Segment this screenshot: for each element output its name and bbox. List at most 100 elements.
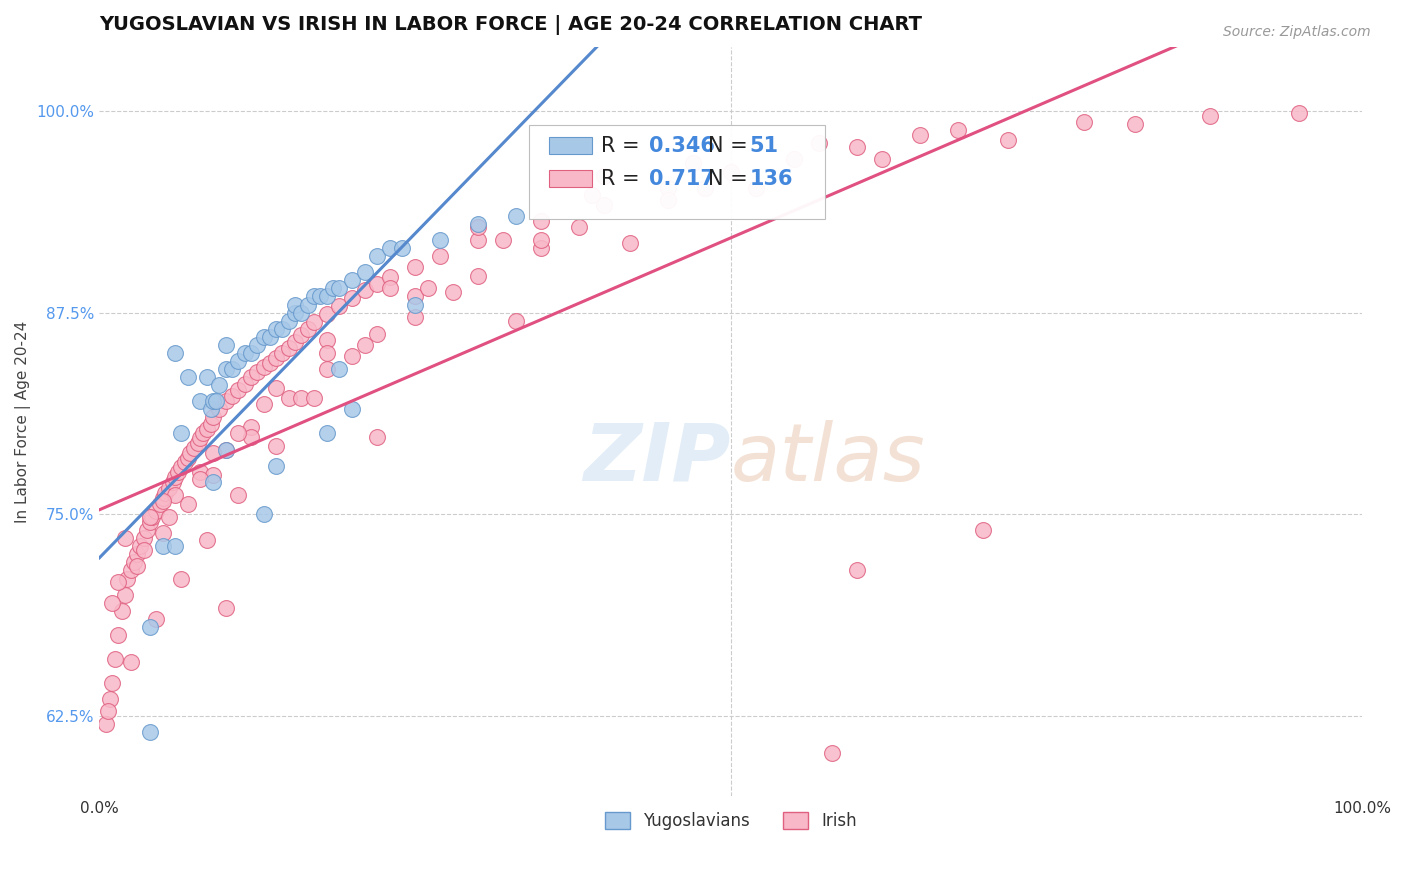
Point — [340, 349, 363, 363]
Point — [226, 383, 249, 397]
Point — [101, 596, 124, 610]
Point — [315, 426, 337, 441]
Point — [127, 558, 149, 573]
Point — [391, 241, 413, 255]
Y-axis label: In Labor Force | Age 20-24: In Labor Force | Age 20-24 — [15, 320, 31, 523]
Point — [233, 346, 256, 360]
Point — [1288, 105, 1310, 120]
Point — [101, 676, 124, 690]
Text: R =: R = — [600, 169, 645, 188]
Point — [114, 822, 136, 836]
Point — [139, 620, 162, 634]
Point — [720, 165, 742, 179]
Point — [246, 365, 269, 379]
Point — [179, 446, 201, 460]
Point — [467, 268, 489, 283]
Point — [239, 430, 262, 444]
Point — [290, 391, 312, 405]
Point — [215, 442, 238, 457]
Point — [271, 322, 294, 336]
Point — [177, 497, 200, 511]
Point — [404, 289, 426, 303]
Point — [340, 273, 363, 287]
Point — [157, 510, 180, 524]
Point — [505, 209, 527, 223]
Point — [195, 422, 218, 436]
Point — [132, 542, 155, 557]
Point — [152, 539, 174, 553]
Point — [170, 572, 193, 586]
Point — [107, 574, 129, 589]
Text: Source: ZipAtlas.com: Source: ZipAtlas.com — [1223, 25, 1371, 39]
Point — [264, 351, 287, 365]
Text: atlas: atlas — [731, 420, 925, 498]
Point — [190, 394, 212, 409]
Point — [328, 299, 350, 313]
Point — [252, 507, 274, 521]
Point — [190, 431, 212, 445]
Point — [252, 360, 274, 375]
Point — [846, 139, 869, 153]
Point — [972, 523, 994, 537]
Point — [264, 381, 287, 395]
Point — [202, 468, 225, 483]
Point — [467, 217, 489, 231]
Point — [114, 531, 136, 545]
Point — [152, 491, 174, 505]
Point — [378, 270, 401, 285]
Point — [297, 297, 319, 311]
Point — [581, 188, 603, 202]
Text: YUGOSLAVIAN VS IRISH IN LABOR FORCE | AGE 20-24 CORRELATION CHART: YUGOSLAVIAN VS IRISH IN LABOR FORCE | AG… — [100, 15, 922, 35]
Point — [290, 328, 312, 343]
Legend: Yugoslavians, Irish: Yugoslavians, Irish — [598, 805, 863, 837]
Point — [141, 510, 163, 524]
Point — [200, 417, 222, 431]
Point — [162, 475, 184, 489]
Point — [366, 430, 388, 444]
Point — [997, 133, 1019, 147]
Point — [174, 455, 197, 469]
Point — [429, 233, 451, 247]
Point — [259, 355, 281, 369]
Point — [107, 628, 129, 642]
Point — [165, 488, 187, 502]
Point — [132, 531, 155, 545]
Point — [1199, 109, 1222, 123]
Point — [315, 333, 337, 347]
Point — [145, 504, 167, 518]
Point — [277, 313, 299, 327]
Point — [98, 692, 121, 706]
Point — [111, 604, 134, 618]
Point — [120, 656, 142, 670]
Point — [441, 285, 464, 299]
Point — [215, 338, 238, 352]
Point — [284, 305, 307, 319]
Point — [157, 481, 180, 495]
Point — [404, 260, 426, 275]
Point — [166, 465, 188, 479]
Point — [165, 539, 187, 553]
Point — [695, 181, 717, 195]
Point — [208, 402, 231, 417]
Point — [97, 704, 120, 718]
Point — [246, 338, 269, 352]
Point — [353, 265, 375, 279]
Point — [264, 458, 287, 473]
Point — [467, 233, 489, 247]
Point — [103, 652, 125, 666]
Point — [264, 439, 287, 453]
Text: N =: N = — [709, 169, 755, 188]
Point — [239, 370, 262, 384]
Point — [1073, 115, 1095, 129]
Point — [202, 410, 225, 425]
Point — [821, 746, 844, 760]
Point — [202, 394, 225, 409]
Point — [593, 169, 616, 183]
Point — [153, 486, 176, 500]
Point — [657, 193, 679, 207]
Point — [378, 281, 401, 295]
Point — [530, 213, 553, 227]
Point — [297, 322, 319, 336]
Point — [136, 523, 159, 537]
Point — [353, 283, 375, 297]
